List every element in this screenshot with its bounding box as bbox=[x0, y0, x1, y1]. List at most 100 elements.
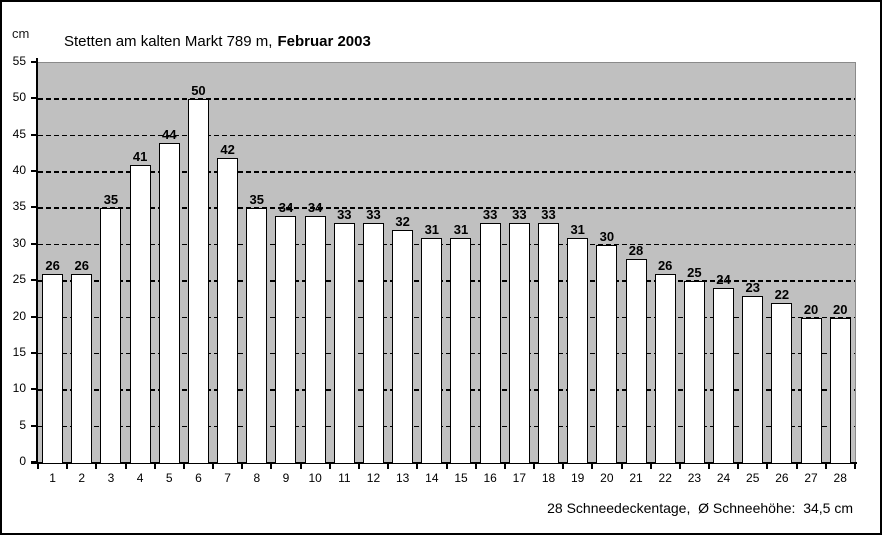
bar-column-day-15: 31 bbox=[446, 63, 475, 463]
bar-column-day-27: 20 bbox=[796, 63, 825, 463]
bar-value-label: 25 bbox=[687, 265, 702, 281]
bar-day-9 bbox=[275, 215, 297, 463]
y-tick-label: 0 bbox=[19, 454, 26, 468]
bar-value-label: 31 bbox=[570, 221, 585, 237]
bar-column-day-3: 35 bbox=[96, 63, 125, 463]
bar-column-day-6: 50 bbox=[184, 63, 213, 463]
bar-column-day-25: 23 bbox=[738, 63, 767, 463]
gridline-40 bbox=[38, 171, 855, 173]
x-tick-label: 12 bbox=[366, 471, 381, 485]
x-axis-labels: 1 2 3 4 5 6 7 8 9 10 11 12 13 14 15 16 17 18 19 20 21 22 23 24 2… bbox=[38, 471, 855, 486]
gridline-5 bbox=[38, 425, 855, 428]
x-tick-mark bbox=[241, 464, 244, 469]
gridline-15 bbox=[38, 352, 855, 355]
x-tick-mark bbox=[416, 464, 419, 469]
bar-column-day-28: 20 bbox=[826, 63, 855, 463]
x-tick-mark bbox=[649, 464, 652, 469]
x-tick-mark bbox=[854, 464, 856, 469]
y-axis-tick-marks bbox=[31, 61, 37, 463]
bar-day-5 bbox=[158, 143, 180, 463]
bar-column-day-16: 33 bbox=[476, 63, 505, 463]
y-tick-mark bbox=[31, 424, 37, 427]
y-tick-label: 15 bbox=[12, 344, 26, 359]
bar-value-label: 28 bbox=[628, 243, 644, 259]
bar-day-22 bbox=[654, 273, 676, 463]
bar-column-day-4: 41 bbox=[126, 63, 155, 463]
x-tick-mark bbox=[357, 464, 360, 469]
x-tick-mark bbox=[591, 464, 594, 469]
bar-value-label: 32 bbox=[395, 214, 410, 230]
y-tick-mark bbox=[31, 279, 37, 282]
bar-value-label: 50 bbox=[191, 83, 206, 99]
x-tick-label: 10 bbox=[308, 471, 322, 485]
x-tick-mark bbox=[387, 464, 390, 469]
bar-value-label: 33 bbox=[366, 207, 381, 222]
y-tick-label: 30 bbox=[12, 235, 26, 250]
bar-value-label: 41 bbox=[132, 148, 148, 164]
bar-value-label: 35 bbox=[103, 192, 119, 208]
x-tick-label: 16 bbox=[483, 471, 497, 485]
bar-column-day-21: 28 bbox=[621, 63, 650, 463]
summary-caption: 28 Schneedeckentage, Ø Schneehöhe: 34,5 … bbox=[547, 500, 853, 516]
bar-day-1 bbox=[42, 273, 64, 463]
chart-title-location: Stetten am kalten Markt 789 m, bbox=[64, 33, 273, 50]
bar-column-day-2: 26 bbox=[67, 63, 96, 463]
x-tick-label: 7 bbox=[224, 471, 231, 485]
x-tick-mark bbox=[708, 464, 711, 469]
bar-column-day-9: 34 bbox=[271, 63, 300, 463]
x-tick-mark bbox=[795, 464, 798, 469]
bar-value-label: 33 bbox=[482, 207, 498, 222]
x-tick-mark bbox=[328, 464, 331, 469]
x-tick-label: 24 bbox=[716, 471, 731, 485]
x-tick-label: 2 bbox=[78, 471, 86, 485]
bar-day-25 bbox=[742, 295, 764, 463]
bar-value-label: 30 bbox=[599, 228, 615, 244]
x-tick-label: 27 bbox=[804, 471, 818, 485]
bar-column-day-26: 22 bbox=[767, 63, 796, 463]
bar-column-day-19: 31 bbox=[563, 63, 592, 463]
bar-column-day-12: 33 bbox=[359, 63, 388, 463]
x-tick-label: 13 bbox=[395, 471, 410, 485]
bar-value-label: 35 bbox=[249, 192, 265, 208]
x-tick-mark bbox=[95, 464, 98, 469]
x-tick-label: 19 bbox=[571, 471, 585, 485]
bar-day-8 bbox=[246, 208, 268, 463]
y-tick-label: 40 bbox=[12, 163, 26, 178]
bar-column-day-5: 44 bbox=[155, 63, 184, 463]
bar-day-14 bbox=[421, 237, 443, 463]
x-tick-mark bbox=[678, 464, 681, 469]
y-tick-label: 10 bbox=[12, 381, 26, 396]
x-tick-label: 5 bbox=[165, 471, 173, 485]
x-axis-tick-marks bbox=[37, 464, 856, 470]
bar-value-label: 44 bbox=[162, 127, 177, 142]
bar-day-10 bbox=[304, 215, 326, 463]
x-tick-label: 23 bbox=[687, 471, 702, 485]
y-axis-unit-label: cm bbox=[12, 26, 30, 41]
x-tick-label: 25 bbox=[746, 471, 760, 485]
bar-value-label: 31 bbox=[453, 221, 469, 237]
y-tick-mark bbox=[31, 61, 37, 63]
bar-day-23 bbox=[683, 281, 705, 463]
bar-column-day-17: 33 bbox=[505, 63, 534, 463]
bar-day-18 bbox=[538, 223, 559, 463]
x-tick-label: 11 bbox=[338, 471, 351, 485]
y-tick-mark bbox=[31, 133, 37, 136]
x-tick-mark bbox=[124, 464, 127, 469]
y-axis-labels: 0 5 10 15 20 25 30 35 40 45 50 55 bbox=[2, 54, 31, 468]
x-tick-label: 22 bbox=[658, 471, 672, 485]
bar-value-label: 34 bbox=[278, 199, 294, 215]
bar-value-label: 24 bbox=[716, 272, 731, 288]
bar-column-day-24: 24 bbox=[709, 63, 738, 463]
y-tick-mark bbox=[31, 170, 37, 173]
bar-value-label: 33 bbox=[512, 207, 527, 222]
x-tick-mark bbox=[562, 464, 565, 469]
y-tick-mark bbox=[31, 351, 37, 354]
x-tick-mark bbox=[212, 464, 215, 469]
bar-day-2 bbox=[71, 273, 93, 463]
x-tick-mark bbox=[182, 464, 185, 469]
bar-column-day-13: 32 bbox=[388, 63, 417, 463]
x-tick-label: 3 bbox=[107, 471, 115, 485]
x-tick-mark bbox=[620, 464, 623, 469]
bar-day-27 bbox=[800, 317, 822, 463]
